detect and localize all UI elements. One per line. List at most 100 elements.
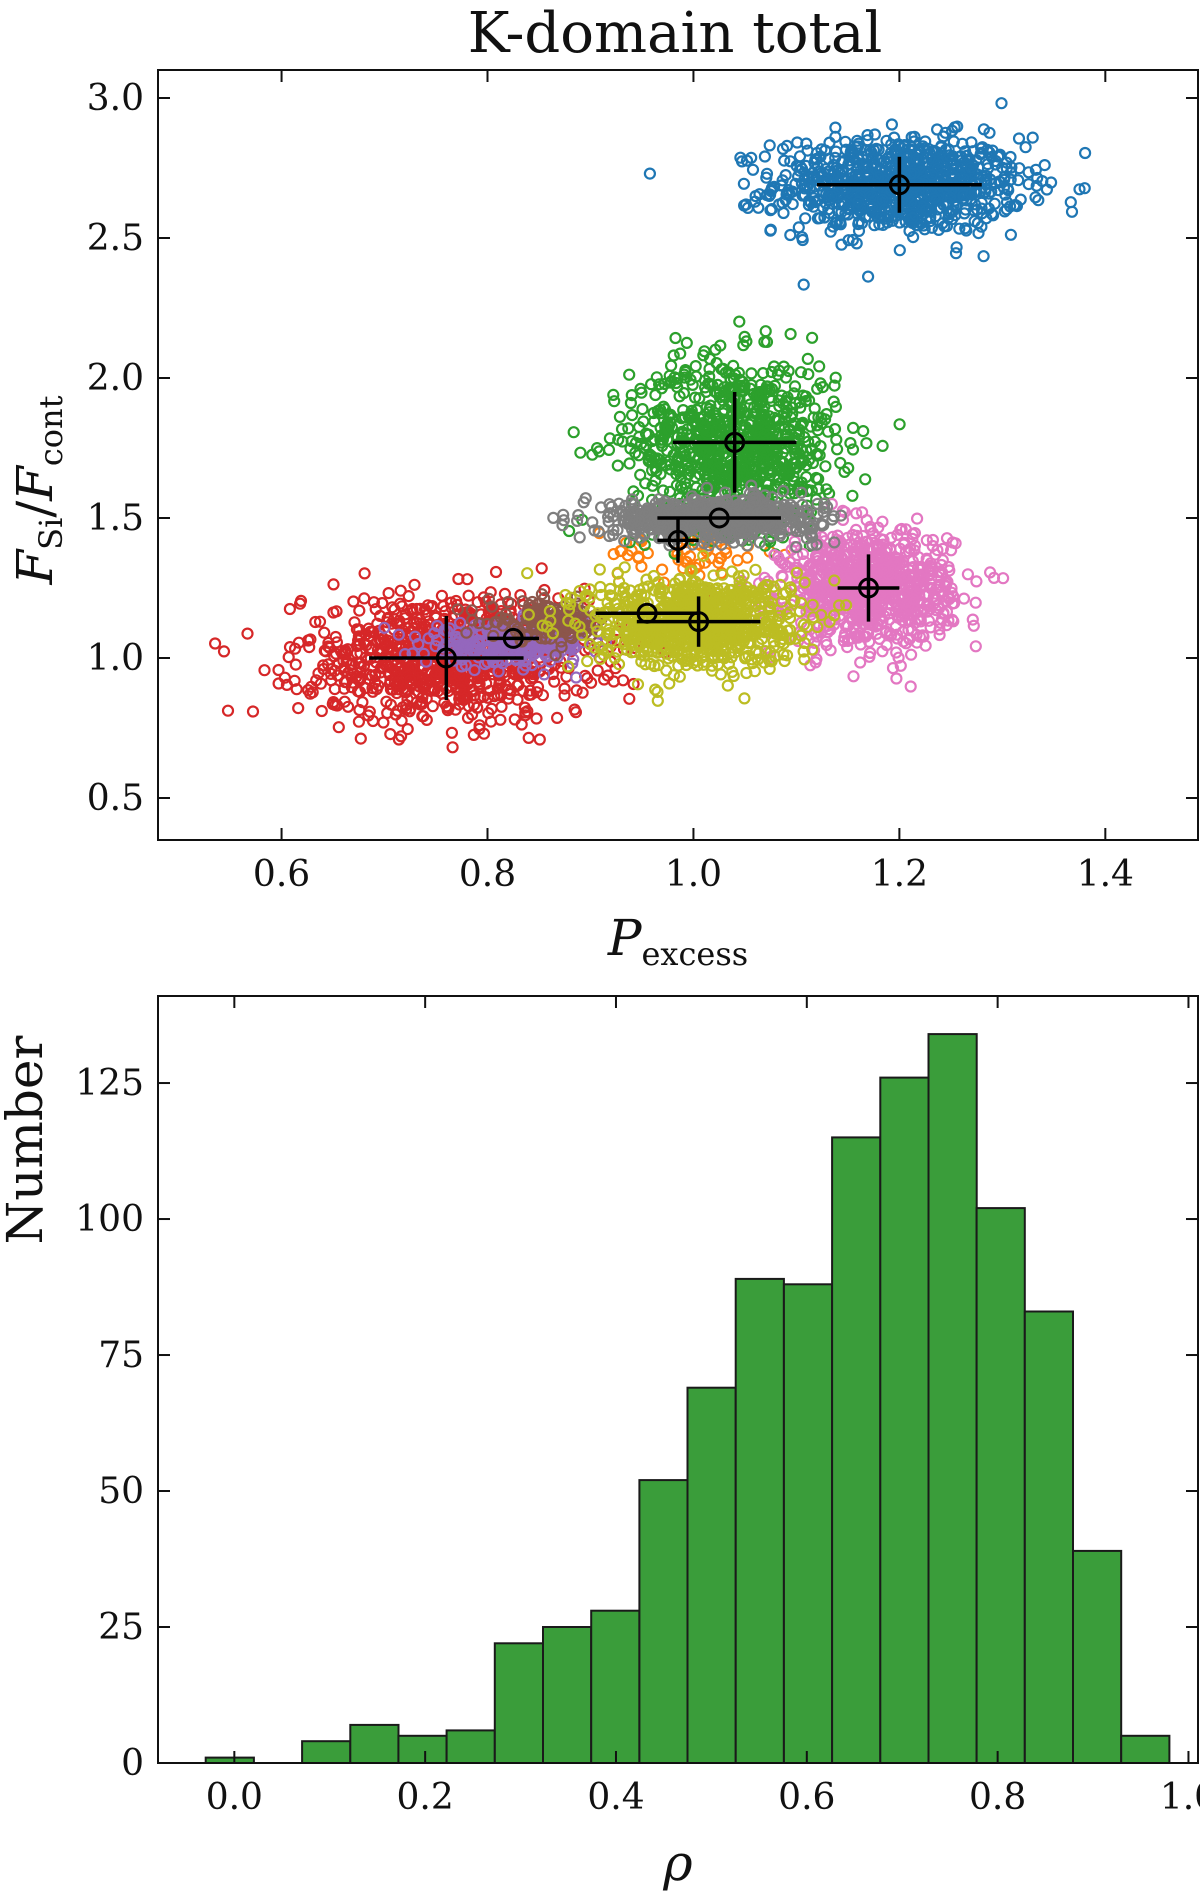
scatter-point [384,727,397,741]
scatter-point [737,339,750,352]
scatter-point [547,511,560,525]
scatter-point [821,425,835,438]
scatter-point [829,121,842,134]
scatter-point [891,154,904,167]
scatter-point [904,648,918,661]
scatter-point [771,368,785,381]
scatter-point [887,131,901,144]
scatter-point [698,467,712,480]
scatter-point [627,485,640,498]
scatter-point [736,381,750,394]
scatter-point [304,687,317,700]
scatter-point [570,684,583,697]
scatter-point [739,420,752,433]
scatter-point [625,409,639,422]
scatter-point [983,126,996,139]
scatter-point [906,231,920,244]
scatter-point [885,118,899,131]
scatter-point [374,627,387,641]
scatter-point [735,155,749,168]
scatter-point [954,150,968,163]
scatter-point [835,164,849,177]
scatter-point [813,360,826,373]
scatter-point [802,368,815,381]
scatter-point [489,565,503,579]
scatter-point [890,672,903,685]
scatter-point [305,680,318,693]
scatter-point [971,203,984,216]
scatter-point [813,165,826,178]
scatter-point [891,204,904,218]
scatter-point [772,198,786,211]
scatter-point [949,247,963,260]
scatter-point [636,403,649,416]
scatter-point [354,674,367,687]
scatter-point [1012,132,1026,145]
scatter-point [969,640,982,653]
scatter-point [904,167,918,180]
scatter-point [868,128,882,141]
scatter-point [977,250,990,263]
scatter-point [389,708,402,721]
scatter-point [828,379,841,392]
scatter-point [399,608,412,621]
scatter-point [854,189,867,202]
scatter-point [384,683,397,696]
scatter-point [495,689,508,702]
scatter-point [903,155,917,168]
scatter-point [533,733,546,746]
scatter-point [756,367,770,380]
scatter-point [546,667,560,681]
scatter-point [386,601,399,614]
scatter-point [707,481,721,494]
scatter-point [751,423,764,436]
scatter-point [512,678,525,692]
scatter-point [664,359,678,372]
scatter-point [338,695,351,708]
scatter-point [733,315,746,328]
scatter-point [363,630,376,643]
scatter-point [548,675,561,688]
scatter-point [380,659,393,672]
scatter-point [611,459,624,472]
scatter-point [404,673,417,687]
scatter-point [403,705,416,718]
scatter-point [304,633,317,646]
scatter-point [849,141,863,154]
scatter-point [627,677,640,691]
scatter-point [972,227,985,240]
scatter-point [759,325,772,338]
scatter-point [562,524,576,538]
scatter-point [884,146,898,159]
scatter-points [209,97,1092,754]
scatter-point [995,97,1008,110]
scatter-point [554,661,568,674]
scatter-point [623,368,636,381]
scatter-point [382,586,395,600]
scatter-point [1032,194,1045,207]
scatter-point [632,551,645,565]
scatter-point [893,418,906,431]
scatter-point [1010,200,1024,213]
scatter-point [503,687,516,701]
scatter-point [844,437,857,450]
scatter-point [280,678,293,692]
scatter-point [576,686,589,699]
scatter-point [766,452,779,465]
scatter-point [652,378,666,391]
scatter-point [407,622,420,635]
scatter-point [665,375,678,388]
scatter-point [623,457,636,470]
scatter-point [749,190,762,203]
scatter-point [395,730,408,743]
scatter-point [784,411,798,424]
scatter-point [581,655,594,668]
scatter-point [948,157,961,170]
scatter-point [784,461,797,474]
scatter-point [790,462,803,475]
scatter-point [446,741,459,754]
scatter-point [584,676,598,689]
scatter-point [859,162,872,175]
scatter-point [292,701,305,715]
scatter-point [745,367,758,380]
